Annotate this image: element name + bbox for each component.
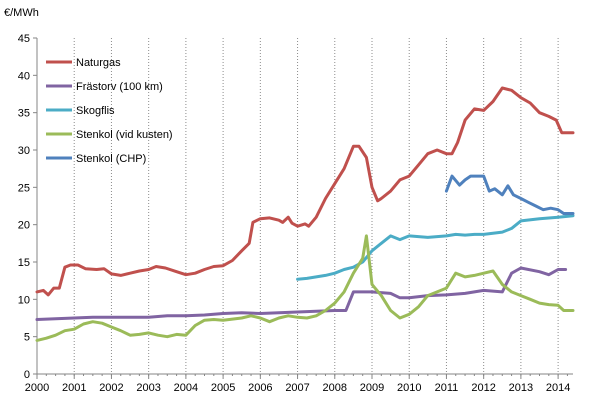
x-tick-labels: 2000 2001 2002 2003 2004 2005 2006 2007 2008 2009…	[25, 382, 571, 394]
y-tick-label: 45	[18, 33, 30, 45]
x-tick-label: 2001	[62, 382, 86, 394]
x-tick-label: 2013	[509, 382, 533, 394]
y-axis-unit-label: €/MWh	[4, 7, 39, 19]
series-line-4	[35, 234, 575, 342]
x-tick-label: 2004	[174, 382, 198, 394]
y-tick-label: 15	[18, 257, 30, 269]
y-tick-label: 0	[24, 369, 30, 381]
series-line-5	[444, 174, 575, 215]
x-tick-label: 2006	[248, 382, 272, 394]
y-tick-label: 35	[18, 108, 30, 120]
legend-label-2: Frästorv (100 km)	[76, 81, 163, 93]
x-tick-label: 2014	[546, 382, 570, 394]
y-tick-label: 5	[24, 332, 30, 344]
y-tick-label: 10	[18, 294, 30, 306]
x-tick-label: 2011	[435, 382, 459, 394]
x-tick-label: 2010	[397, 382, 421, 394]
series-line-3	[296, 214, 575, 281]
x-tick-label: 2012	[471, 382, 495, 394]
legend: Naturgas Frästorv (100 km) Skogflis Stenkol…	[46, 57, 173, 165]
series-line-1	[35, 86, 575, 297]
x-tick-label: 2007	[285, 382, 309, 394]
y-tick-labels: 0 5 10 15 20 25 30 35 40 45	[18, 33, 30, 381]
legend-label-1: Naturgas	[76, 57, 121, 69]
x-tick-label: 2003	[136, 382, 160, 394]
x-tick-label: 2008	[323, 382, 347, 394]
y-tick-label: 20	[18, 220, 30, 232]
x-tick-label: 2002	[99, 382, 123, 394]
x-tick-label: 2009	[360, 382, 384, 394]
y-tick-label: 25	[18, 182, 30, 194]
x-tick-label: 2005	[211, 382, 235, 394]
y-tick-label: 40	[18, 70, 30, 82]
y-tick-label: 30	[18, 145, 30, 157]
legend-label-3: Skogflis	[76, 105, 115, 117]
x-tick-label: 2000	[25, 382, 49, 394]
data-series	[35, 86, 575, 342]
legend-label-4: Stenkol (vid kusten)	[76, 129, 173, 141]
legend-label-5: Stenkol (CHP)	[76, 153, 146, 165]
